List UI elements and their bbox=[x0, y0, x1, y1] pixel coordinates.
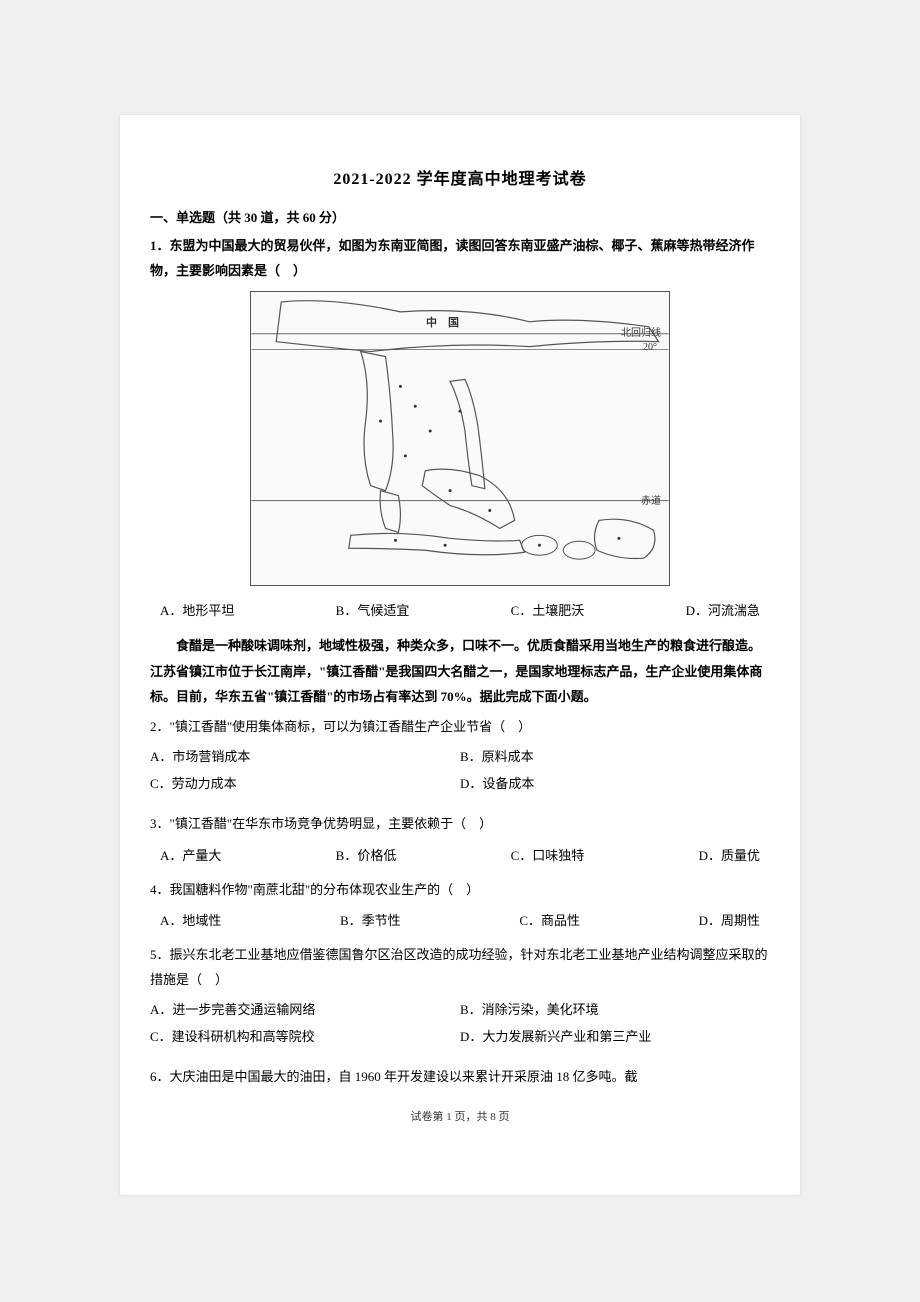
question-5: 5．振兴东北老工业基地应借鉴德国鲁尔区治区改造的成功经验，针对东北老工业基地产业… bbox=[150, 943, 770, 992]
q2-opt-a: A．市场营销成本 bbox=[150, 746, 460, 765]
question-4: 4．我国糖料作物"南蔗北甜"的分布体现农业生产的（ ） bbox=[150, 878, 770, 903]
map-svg bbox=[251, 292, 669, 585]
q2-options: A．市场营销成本 B．原料成本 C．劳动力成本 D．设备成本 bbox=[150, 746, 770, 800]
q1-opt-c: C．土壤肥沃 bbox=[511, 600, 585, 619]
map-label-equator: 赤道 bbox=[641, 492, 661, 507]
q5-options: A．进一步完善交通运输网络 B．消除污染，美化环境 C．建设科研机构和高等院校 … bbox=[150, 999, 770, 1053]
southeast-asia-map: 中 国 北回归线 20° 赤道 bbox=[250, 291, 670, 586]
q3-opt-d: D．质量优 bbox=[699, 845, 760, 864]
exam-title: 2021-2022 学年度高中地理考试卷 bbox=[150, 165, 770, 189]
question-1: 1．东盟为中国最大的贸易伙伴，如图为东南亚简图，读图回答东南亚盛产油棕、椰子、蕉… bbox=[150, 234, 770, 283]
q2-opt-c: C．劳动力成本 bbox=[150, 773, 460, 792]
q1-opt-b: B．气候适宜 bbox=[336, 600, 410, 619]
map-label-china: 中 国 bbox=[426, 314, 459, 330]
section-header: 一、单选题（共 30 道，共 60 分） bbox=[150, 207, 770, 226]
q1-opt-a: A．地形平坦 bbox=[160, 600, 234, 619]
q1-opt-d: D．河流湍急 bbox=[686, 600, 760, 619]
q3-options: A．产量大 B．价格低 C．口味独特 D．质量优 bbox=[150, 845, 770, 864]
map-label-tropic: 北回归线 bbox=[621, 324, 661, 339]
question-3: 3．"镇江香醋"在华东市场竞争优势明显，主要依赖于（ ） bbox=[150, 812, 770, 837]
page-footer: 试卷第 1 页，共 8 页 bbox=[150, 1108, 770, 1124]
q2-opt-d: D．设备成本 bbox=[460, 773, 770, 792]
q5-opt-c: C．建设科研机构和高等院校 bbox=[150, 1026, 460, 1045]
question-2: 2．"镇江香醋"使用集体商标，可以为镇江香醋生产企业节省（ ） bbox=[150, 715, 770, 740]
q4-opt-d: D．周期性 bbox=[699, 910, 760, 929]
q1-text: 1．东盟为中国最大的贸易伙伴，如图为东南亚简图，读图回答东南亚盛产油棕、椰子、蕉… bbox=[150, 238, 755, 278]
q5-opt-a: A．进一步完善交通运输网络 bbox=[150, 999, 460, 1018]
q3-opt-b: B．价格低 bbox=[336, 845, 397, 864]
passage-vinegar: 食醋是一种酸味调味剂，地域性极强，种类众多，口味不一。优质食醋采用当地生产的粮食… bbox=[150, 633, 770, 709]
exam-page: 2021-2022 学年度高中地理考试卷 一、单选题（共 30 道，共 60 分… bbox=[120, 115, 800, 1195]
map-label-20deg: 20° bbox=[643, 342, 657, 353]
q4-opt-b: B．季节性 bbox=[340, 910, 401, 929]
q4-opt-c: C．商品性 bbox=[519, 910, 580, 929]
q1-options: A．地形平坦 B．气候适宜 C．土壤肥沃 D．河流湍急 bbox=[150, 600, 770, 619]
q4-options: A．地域性 B．季节性 C．商品性 D．周期性 bbox=[150, 910, 770, 929]
q5-opt-d: D．大力发展新兴产业和第三产业 bbox=[460, 1026, 770, 1045]
question-6: 6．大庆油田是中国最大的油田，自 1960 年开发建设以来累计开采原油 18 亿… bbox=[150, 1065, 770, 1090]
q3-opt-c: C．口味独特 bbox=[511, 845, 585, 864]
q3-opt-a: A．产量大 bbox=[160, 845, 221, 864]
q2-opt-b: B．原料成本 bbox=[460, 746, 770, 765]
q4-opt-a: A．地域性 bbox=[160, 910, 221, 929]
q5-opt-b: B．消除污染，美化环境 bbox=[460, 999, 770, 1018]
